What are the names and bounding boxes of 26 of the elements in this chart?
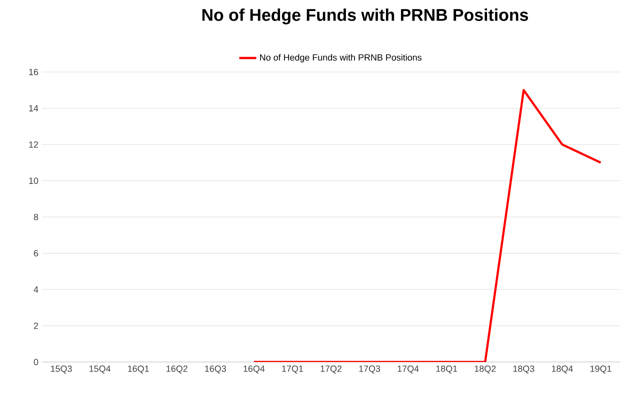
x-tick-label: 18Q3 — [513, 366, 534, 374]
y-tick-label: 8 — [34, 214, 38, 220]
x-tick-label: 15Q4 — [90, 366, 110, 374]
x-tick-label: 18Q4 — [552, 366, 573, 374]
x-tick-label: 16Q3 — [205, 366, 226, 374]
x-tick-label: 17Q4 — [398, 366, 419, 374]
x-tick-label: 15Q3 — [50, 366, 72, 374]
y-tick-label: 4 — [34, 286, 38, 293]
y-tick-label: 16 — [29, 68, 38, 76]
y-tick-label: 10 — [29, 178, 38, 184]
x-tick-label: 16Q2 — [166, 366, 188, 374]
y-tick-label: 12 — [29, 141, 38, 148]
x-tick-label: 18Q1 — [436, 366, 458, 374]
y-tick-label: 2 — [34, 322, 38, 329]
y-tick-label: 0 — [34, 358, 38, 366]
x-tick-label: 18Q2 — [474, 366, 496, 374]
x-tick-label: 16Q1 — [128, 366, 149, 374]
y-tick-label: 6 — [34, 250, 38, 256]
y-tick-label: 14 — [29, 105, 38, 112]
x-tick-label: 17Q1 — [282, 366, 303, 374]
x-tick-label: 17Q3 — [359, 366, 380, 374]
x-tick-label: 17Q2 — [320, 366, 342, 374]
x-tick-label: 16Q4 — [244, 366, 265, 374]
legend-label: No of Hedge Funds with PRNB Positions — [260, 54, 422, 62]
chart-title: No of Hedge Funds with PRNB Positions — [202, 8, 528, 24]
x-tick-label: 19Q1 — [590, 366, 612, 374]
